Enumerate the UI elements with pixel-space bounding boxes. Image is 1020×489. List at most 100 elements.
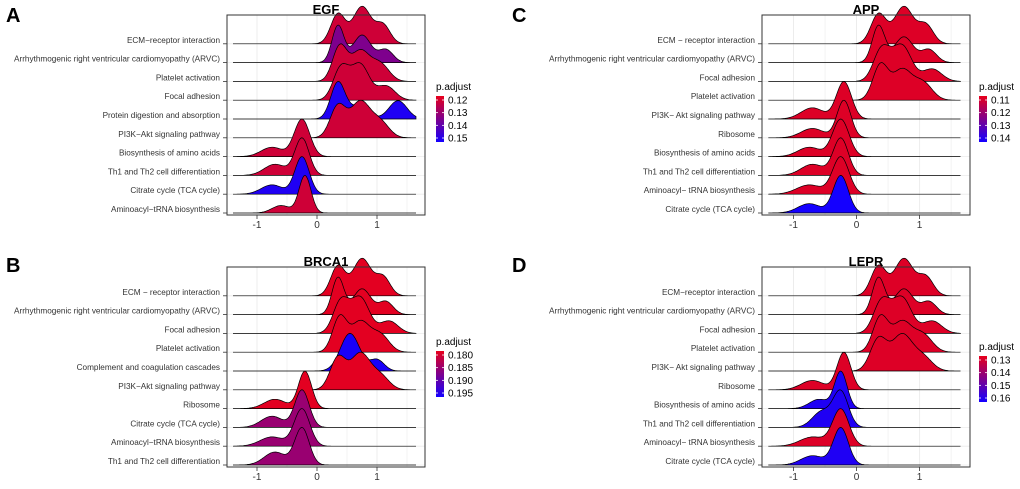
x-tick-label: -1: [253, 220, 262, 231]
panel-c: C APP ECM − receptor interaction Arrhythmog…: [512, 2, 1014, 231]
x-tick-label: 1: [917, 220, 923, 231]
row-label: Focal adhesion: [164, 92, 220, 101]
ridge-7: [768, 118, 961, 157]
ridge-9: [233, 156, 416, 195]
row-label: Arrhythmogenic right ventricular cardiom…: [549, 55, 755, 64]
legend-colorbar: [436, 351, 444, 397]
row-label: Platelet activation: [691, 92, 756, 101]
grid: [226, 15, 408, 215]
legend-title: p.adjust: [979, 82, 1014, 93]
ridge-10: [233, 175, 416, 214]
ridge-3: [768, 295, 961, 334]
panel-title: EGF: [313, 2, 340, 17]
row-label: Platelet activation: [156, 73, 221, 82]
row-label: Aminoacyl−tRNA biosynthesis: [111, 438, 220, 447]
ridge-6: [768, 351, 961, 391]
row-label: Ribosome: [718, 130, 755, 139]
row-label: ECM − receptor interaction: [657, 36, 755, 45]
panel-letter: D: [512, 255, 526, 277]
legend-label: 0.11: [991, 96, 1010, 107]
ridge-8: [768, 389, 961, 428]
row-label: Platelet activation: [691, 344, 756, 353]
ridge-1: [233, 257, 416, 297]
x-tick-label: 0: [314, 472, 320, 483]
row-label: Citrate cycle (TCA cycle): [130, 186, 220, 195]
legend-label: 0.15: [448, 134, 468, 145]
legend-label: 0.13: [448, 108, 468, 119]
ridge-4: [768, 62, 961, 101]
ridge-8: [233, 389, 416, 428]
legend-label: 0.12: [448, 96, 468, 107]
row-label: Th1 and Th2 cell differentiation: [108, 167, 221, 176]
row-label: Th1 and Th2 cell differentiation: [643, 167, 756, 176]
legend-label: 0.16: [991, 394, 1011, 405]
ridge-1: [768, 5, 961, 45]
x-tick-label: -1: [253, 472, 262, 483]
ridge-2: [768, 24, 961, 63]
panel-d: D LEPR ECM−receptor interaction Arrhythmoge…: [512, 254, 1014, 483]
row-label: Protein digestion and absorption: [103, 111, 221, 120]
row-label: Biosynthesis of amino acids: [654, 149, 755, 158]
legend-label: 0.15: [991, 381, 1011, 392]
row-label: Platelet activation: [156, 344, 221, 353]
ridge-10: [768, 175, 961, 214]
ridge-3: [768, 43, 961, 82]
ridge-3: [233, 43, 416, 82]
ridge-6: [233, 351, 416, 391]
ridge-5: [768, 81, 961, 120]
row-label: ECM−receptor interaction: [662, 288, 756, 297]
row-label: Aminoacyl−tRNA biosynthesis: [111, 205, 220, 214]
x-tick-label: -1: [789, 220, 798, 231]
plot-border: [761, 266, 971, 468]
row-label: Arrhythmogenic right ventricular cardiom…: [14, 307, 220, 316]
panel-a: A EGF ECM−receptor interaction Arrhythmogen…: [6, 2, 471, 231]
legend-label: 0.14: [991, 368, 1011, 379]
legend-label: 0.180: [448, 351, 473, 362]
ridge-7: [233, 370, 416, 409]
legend-colorbar: [979, 356, 987, 402]
ridge-2: [233, 276, 416, 315]
ridge-8: [768, 137, 961, 176]
legend-colorbar: [436, 96, 444, 142]
legend-label: 0.12: [991, 108, 1011, 119]
row-label: Citrate cycle (TCA cycle): [130, 419, 220, 428]
row-label: Biosynthesis of amino acids: [119, 149, 220, 158]
legend: p.adjust 0.120.13 0.14 0.15: [436, 82, 471, 145]
legend-label: 0.14: [991, 134, 1011, 145]
x-tick-label: 0: [854, 220, 860, 231]
row-label: PI3K−Akt signaling pathway: [118, 130, 221, 139]
row-label: Citrate cycle (TCA cycle): [665, 205, 755, 214]
legend-label: 0.13: [991, 121, 1011, 132]
ridge-3: [233, 295, 417, 334]
panel-title: APP: [853, 2, 880, 17]
x-tick-label: 0: [314, 220, 320, 231]
legend-title: p.adjust: [979, 342, 1014, 353]
row-label: Focal adhesion: [164, 325, 220, 334]
row-label: Aminoacyl− tRNA biosynthesis: [644, 186, 755, 195]
row-label: PI3K− Akt signaling pathway: [651, 363, 755, 372]
row-label: Complement and coagulation cascades: [77, 363, 220, 372]
legend: p.adjust 0.110.12 0.13 0.14: [979, 82, 1014, 145]
legend-colorbar: [979, 96, 987, 142]
ridge-6: [233, 99, 416, 139]
panel-letter: A: [6, 5, 20, 27]
x-tick-label: -1: [789, 472, 798, 483]
ridge-10: [233, 427, 416, 466]
row-label: Arrhythmogenic right ventricular cardiom…: [549, 307, 755, 316]
panel-letter: B: [6, 255, 20, 277]
panel-letter: C: [512, 5, 526, 27]
ridge-1: [233, 5, 416, 45]
ridge-5: [233, 81, 417, 120]
row-label: Th1 and Th2 cell differentiation: [108, 457, 221, 466]
row-label: Focal adhesion: [699, 325, 755, 334]
ridge-8: [233, 137, 416, 176]
row-label: ECM − receptor interaction: [122, 288, 220, 297]
legend-label: 0.190: [448, 376, 473, 387]
x-tick-label: 1: [917, 472, 923, 483]
row-label: Biosynthesis of amino acids: [654, 401, 755, 410]
row-label: PI3K− Akt signaling pathway: [651, 111, 755, 120]
ridge-2: [768, 276, 961, 315]
